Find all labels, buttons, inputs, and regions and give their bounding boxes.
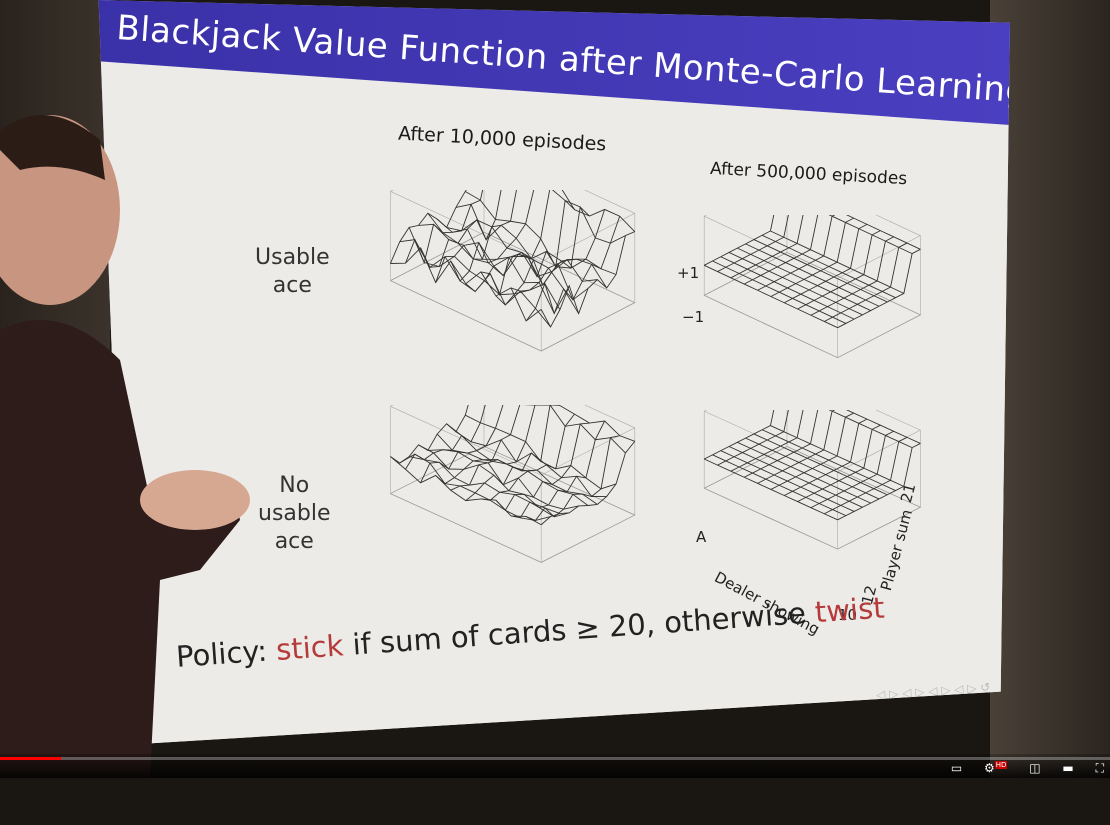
surface-grid-line <box>465 190 560 293</box>
surface-grid-line <box>418 223 570 315</box>
surface-grid-line <box>495 206 590 306</box>
surface-grid-line <box>525 435 620 522</box>
surface-grid-line <box>784 418 868 496</box>
surface-grid-line <box>761 234 896 299</box>
surface-grid-line <box>745 437 880 500</box>
policy-twist: twist <box>813 590 886 630</box>
surface-grid-line <box>483 190 636 232</box>
surface-grid-line <box>824 242 908 322</box>
surface-grid-line <box>778 410 913 449</box>
surface-grid-line <box>703 410 788 460</box>
z-axis-plus-one: +1 <box>677 264 700 282</box>
surface-grid-line <box>810 236 894 316</box>
surface-grid-line <box>730 215 814 279</box>
miniplayer-icon[interactable]: ◫ <box>1029 761 1041 775</box>
surface-grid-line <box>810 430 894 509</box>
surface-grid-line <box>390 231 636 352</box>
surface-plot-usable-500k <box>703 215 922 359</box>
surface-grid-line <box>797 424 881 502</box>
surface-plot-noace-10k <box>390 405 636 563</box>
video-control-bar[interactable] <box>0 754 1110 778</box>
surface-grid-line <box>770 425 905 487</box>
surface-grid-line <box>703 215 788 266</box>
presenter-figure <box>0 115 250 778</box>
surface-grid-line <box>730 410 814 472</box>
surface-grid-line <box>753 239 888 303</box>
dealer-axis-start: A <box>696 528 707 546</box>
room-background-right <box>990 0 1110 778</box>
surface-grid-line <box>390 190 636 263</box>
surface-grid-line <box>474 405 626 454</box>
surface-grid-line <box>770 217 854 297</box>
surface-grid-line <box>778 215 913 255</box>
row-label-usable-ace: Usable ace <box>255 245 330 298</box>
hd-badge: HD <box>994 761 1008 769</box>
theater-mode-icon[interactable]: ▬ <box>1062 761 1074 775</box>
video-controls-right: ▭ ⚙HD ◫ ▬ ⛶ <box>933 761 1104 776</box>
surface-grid-line <box>495 422 590 511</box>
video-progress-played <box>0 757 62 760</box>
surface-grid-line <box>824 436 908 515</box>
surface-grid-line <box>390 247 542 322</box>
surface-grid-line <box>704 410 922 473</box>
dealer-axis-end: 10 <box>838 606 858 624</box>
surface-grid-line <box>770 412 854 490</box>
surface-grid-line <box>837 248 921 329</box>
subtitles-icon[interactable]: ▭ <box>950 761 963 775</box>
surface-grid-line <box>745 243 880 307</box>
surface-grid-line <box>510 420 606 519</box>
surface-plot-noace-500k <box>703 410 922 550</box>
surface-grid-line <box>390 405 636 476</box>
surface-grid-line <box>465 191 617 275</box>
surface-grid-line <box>465 414 617 490</box>
surface-grid-line <box>446 423 598 505</box>
surface-grid-line <box>753 433 888 496</box>
surface-grid-line <box>455 431 607 497</box>
surface-grid-line <box>704 446 922 550</box>
surface-grid-line <box>540 231 635 328</box>
row-label-no-usable-ace: No usable ace <box>258 473 331 554</box>
policy-stick: stick <box>275 628 345 667</box>
surface-grid-line <box>761 429 896 491</box>
surface-grid-line <box>786 410 921 444</box>
z-axis-minus-one: −1 <box>682 308 705 326</box>
surface-grid-line <box>480 199 575 296</box>
surface-grid-line <box>837 443 921 521</box>
surface-grid-line <box>436 433 589 506</box>
surface-grid-line <box>525 216 621 322</box>
surface-grid-line <box>480 413 575 501</box>
fullscreen-icon[interactable]: ⛶ <box>1095 761 1104 775</box>
surface-grid-line <box>483 405 635 442</box>
surface-grid-line <box>390 456 542 526</box>
surface-grid-line <box>786 215 921 250</box>
surface-grid-line <box>408 227 561 310</box>
surface-grid-line <box>510 209 606 292</box>
surface-grid-line <box>704 215 922 279</box>
surface-plot-usable-10k <box>389 190 636 352</box>
surface-grid-line <box>784 223 868 304</box>
surface-grid-line <box>770 230 905 294</box>
surface-grid-line <box>455 203 608 289</box>
surface-grid-line <box>540 440 636 526</box>
settings-icon[interactable]: ⚙HD <box>984 761 1008 775</box>
surface-grid-line <box>797 230 881 310</box>
surface-grid-line <box>399 453 551 521</box>
video-progress-bar[interactable] <box>0 757 1110 760</box>
surface-grid-line <box>474 190 626 244</box>
projected-slide: Blackjack Value Function after Monte-Car… <box>98 0 1010 745</box>
surface-grid-line <box>704 251 922 359</box>
surface-grid-line <box>435 190 530 283</box>
